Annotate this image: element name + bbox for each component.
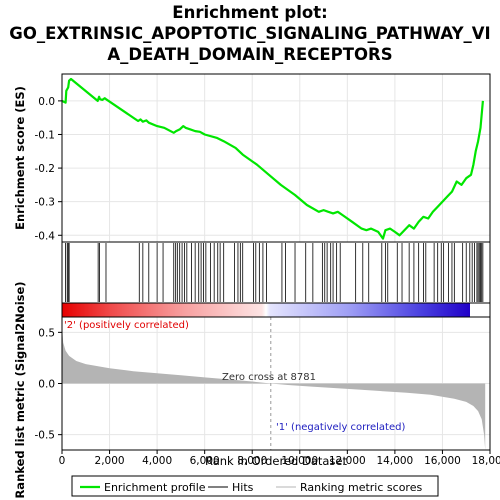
x-tick-label: 2,000 xyxy=(95,455,125,467)
enrichment-profile-line xyxy=(61,77,484,240)
x-tick-label: 18,000 xyxy=(472,455,500,467)
x-tick-label: 6,000 xyxy=(190,455,220,467)
metric-y-tick-label: -0.5 xyxy=(35,430,56,442)
negative-correlation-label: '1' (negatively correlated) xyxy=(276,422,405,433)
metric-panel: 0.5 0.0 -0.5 xyxy=(35,316,491,451)
es-y-tick-label: -0.4 xyxy=(35,230,56,242)
metric-y-tick-label: 0.5 xyxy=(38,327,55,339)
x-tick-label: 14,000 xyxy=(377,455,414,467)
es-y-tick-label: 0.0 xyxy=(38,96,55,108)
metric-frame xyxy=(61,316,491,451)
x-axis-label: Rank in Ordered Dataset xyxy=(205,454,348,468)
ranking-metric-area xyxy=(62,327,486,450)
title-line-1: Enrichment plot: xyxy=(172,3,327,22)
hits-panel xyxy=(61,241,491,304)
rank-color-bar xyxy=(62,303,470,317)
hit-lines xyxy=(65,243,484,302)
legend-metric-label: Ranking metric scores xyxy=(300,481,422,494)
positive-correlation-label: '2' (positively correlated) xyxy=(64,320,189,331)
x-tick-label: 4,000 xyxy=(142,455,172,467)
legend-hits-label: Hits xyxy=(232,481,254,494)
legend-box xyxy=(71,475,439,497)
legend-profile-label: Enrichment profile xyxy=(104,481,206,494)
metric-y-tick-label: 0.0 xyxy=(38,379,55,391)
x-tick-label: 12,000 xyxy=(329,455,366,467)
es-y-ticks: 0.0 -0.1 -0.2 -0.3 -0.4 xyxy=(35,96,62,242)
legend: Enrichment profile Hits Ranking metric s… xyxy=(71,475,439,497)
zero-cross-label: Zero cross at 8781 xyxy=(222,372,316,383)
x-tick-label: 8,000 xyxy=(237,455,267,467)
x-tick-label: 16,000 xyxy=(424,455,461,467)
es-panel: 0.0 -0.1 -0.2 -0.3 -0.4 xyxy=(35,73,491,243)
es-y-tick-label: -0.1 xyxy=(35,129,56,141)
es-y-tick-label: -0.3 xyxy=(35,197,56,209)
metric-y-ticks: 0.5 0.0 -0.5 xyxy=(35,327,62,442)
es-y-tick-label: -0.2 xyxy=(35,163,56,175)
x-tick-label: 10,000 xyxy=(281,455,318,467)
title-line-3: A_DEATH_DOMAIN_RECEPTORS xyxy=(107,45,392,64)
title-line-2: GO_EXTRINSIC_APOPTOTIC_SIGNALING_PATHWAY… xyxy=(9,24,490,43)
x-axis-ticks: 0 2,000 4,000 6,000 8,000 10,000 12,000 14,000 1… xyxy=(59,450,500,467)
x-tick-label: 0 xyxy=(59,455,66,467)
es-plot-area xyxy=(62,74,490,242)
metric-axis-label: Ranked list metric (Signal2Noise) xyxy=(13,281,27,498)
es-axis-label: Enrichment score (ES) xyxy=(13,86,27,230)
